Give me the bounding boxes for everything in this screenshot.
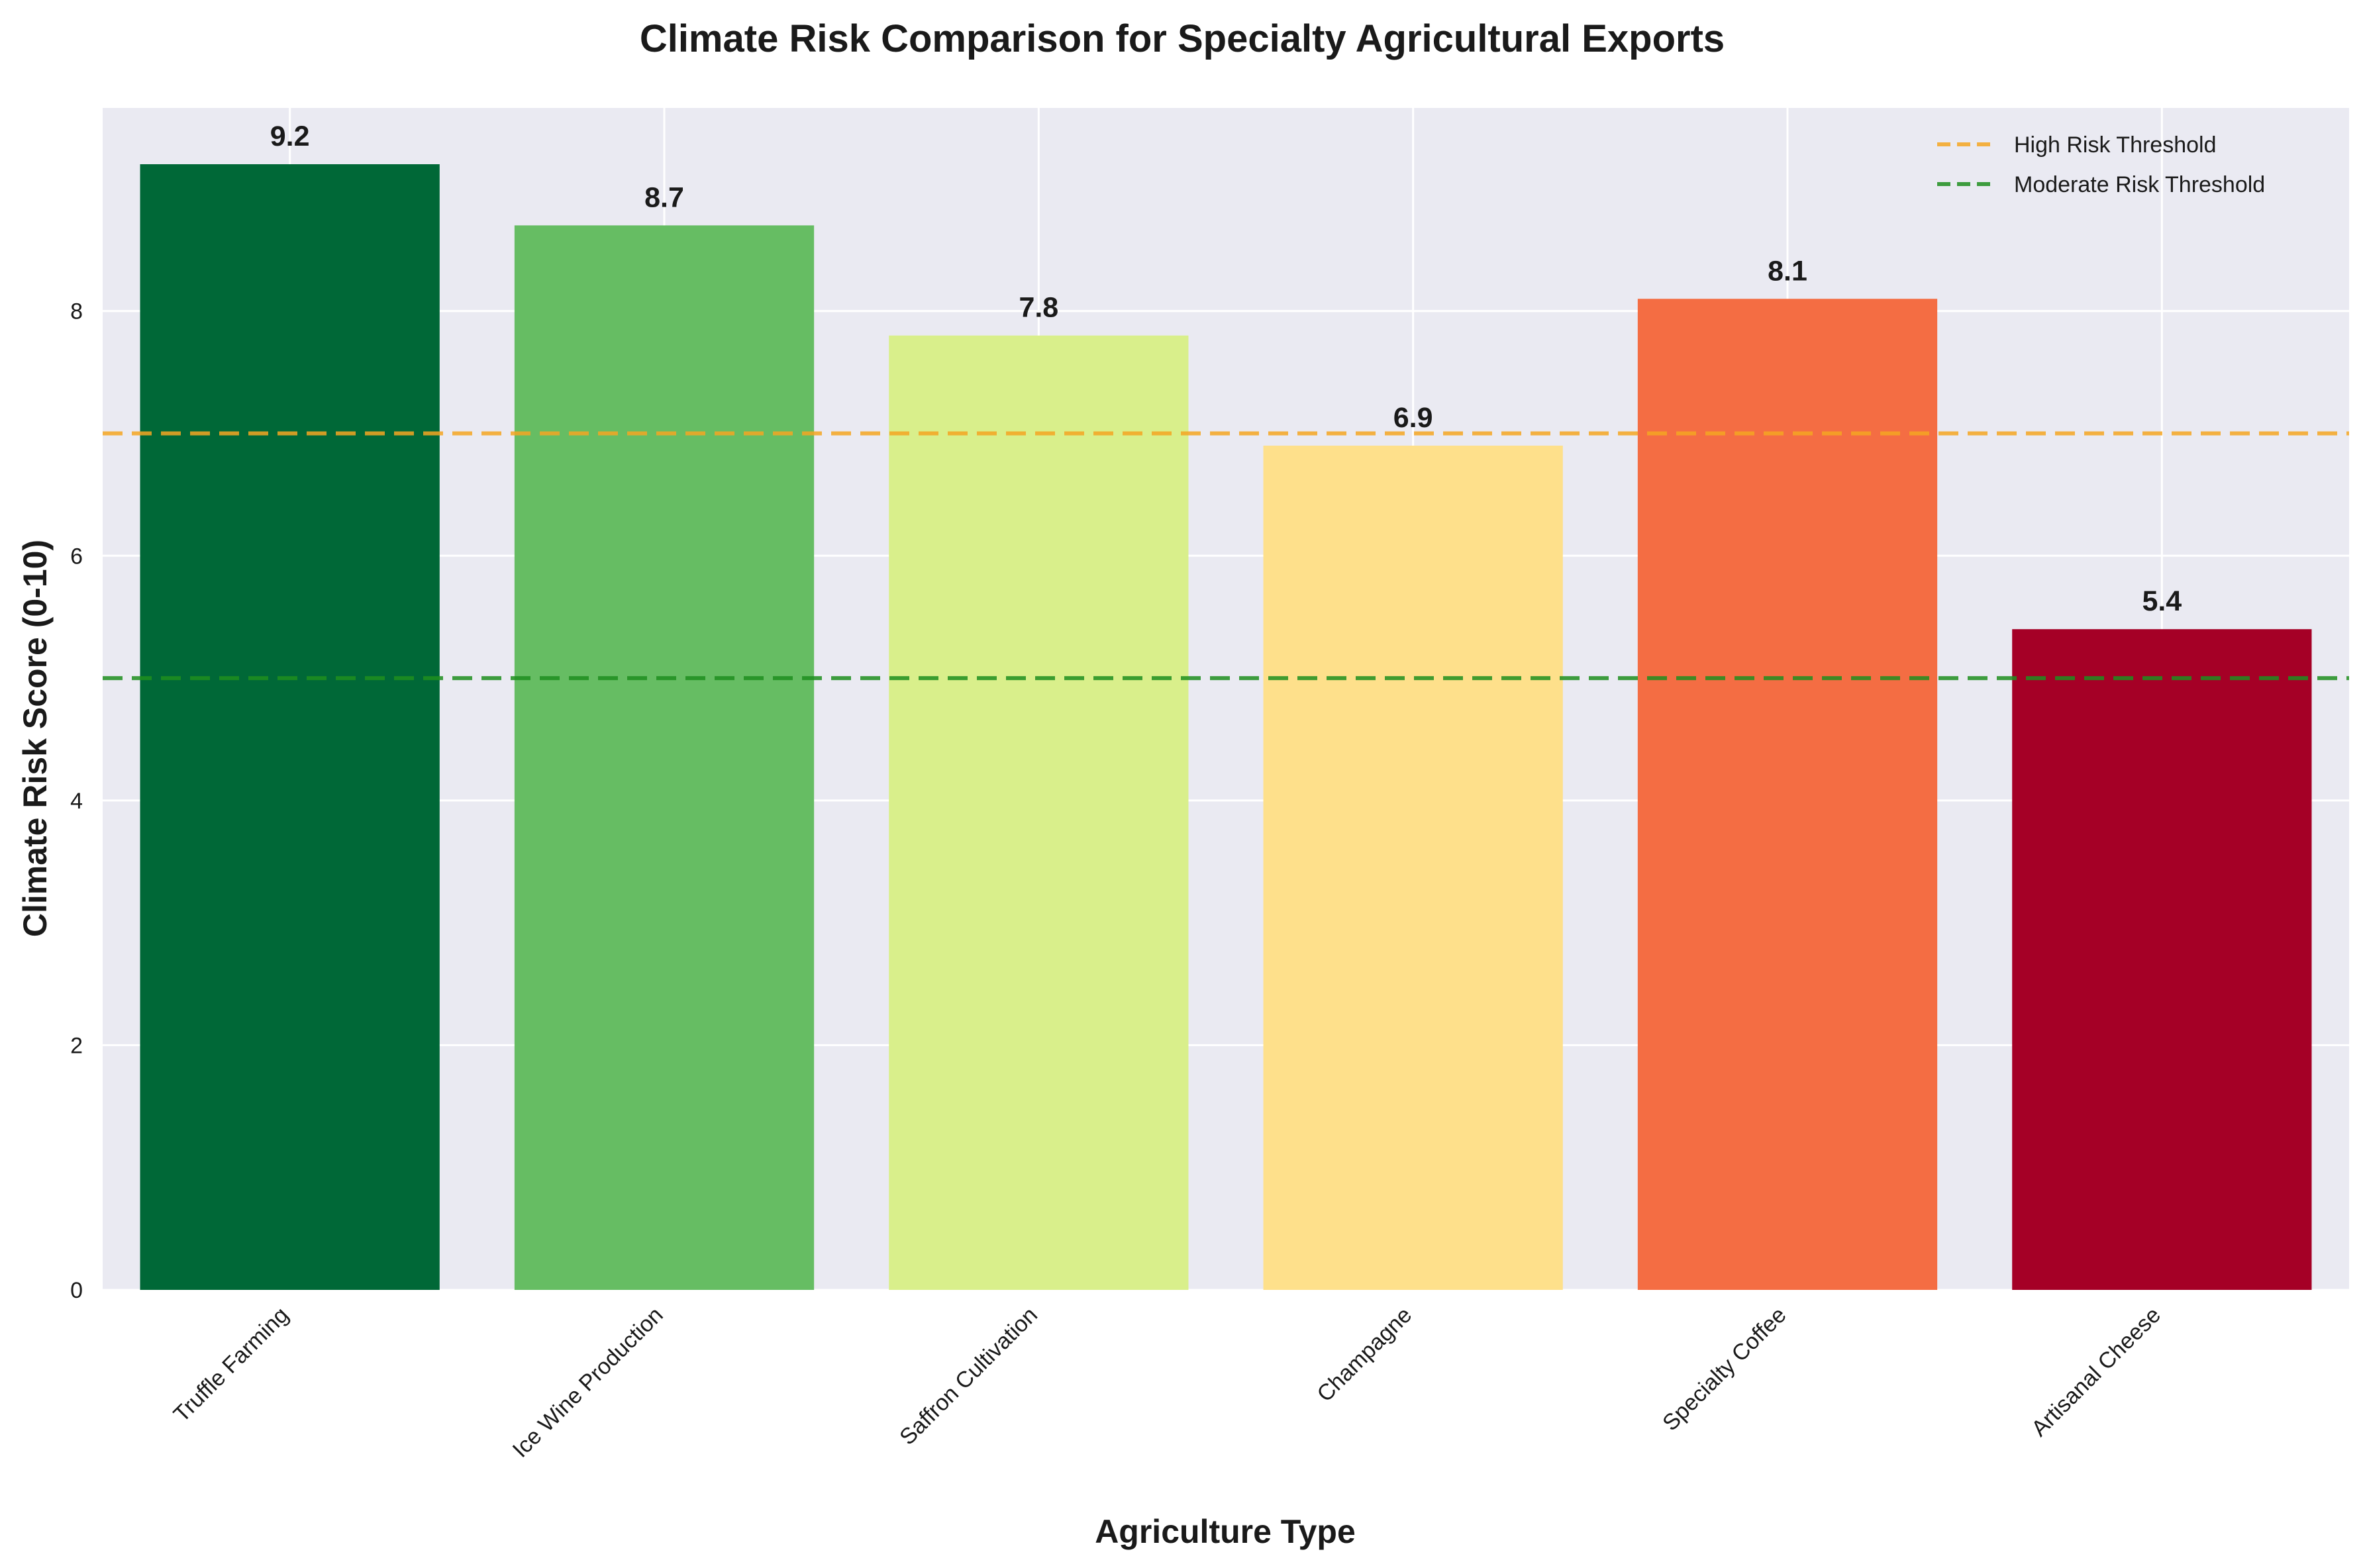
x-tick-label: Artisanal Cheese <box>2027 1302 2166 1442</box>
y-tick-label: 2 <box>70 1033 83 1058</box>
bars <box>140 164 2312 1290</box>
bar-value-label: 6.9 <box>1393 402 1433 434</box>
bar <box>140 164 440 1290</box>
x-axis-label: Agriculture Type <box>1095 1513 1356 1550</box>
value-labels: 9.2 8.7 7.8 6.9 8.1 5.4 <box>270 121 2182 617</box>
y-tick-label: 6 <box>70 544 83 569</box>
bar <box>514 225 815 1290</box>
bar-value-label: 8.7 <box>644 181 684 213</box>
y-axis-label: Climate Risk Score (0-10) <box>17 540 54 937</box>
x-tick-label: Saffron Cultivation <box>895 1302 1042 1450</box>
bar-value-label: 9.2 <box>270 121 310 152</box>
legend-entry: High Risk Threshold <box>2014 132 2217 158</box>
x-tick-label: Specialty Coffee <box>1658 1302 1791 1436</box>
bar-value-label: 8.1 <box>1768 255 1807 287</box>
x-tick-label: Truffle Farming <box>169 1302 294 1428</box>
y-tick-label: 8 <box>70 299 83 324</box>
legend-entry: Moderate Risk Threshold <box>2014 172 2265 197</box>
bar-value-label: 7.8 <box>1019 292 1058 324</box>
plot-background <box>103 108 2349 1290</box>
x-tick-label: Champagne <box>1312 1302 1417 1407</box>
bar <box>2012 629 2312 1290</box>
x-tick-label: Ice Wine Production <box>508 1302 668 1463</box>
bar-value-label: 5.4 <box>2142 585 2182 617</box>
y-tick-label: 4 <box>70 789 83 814</box>
bar <box>1637 299 1938 1290</box>
x-axis-ticks: Truffle Farming Ice Wine Production Saffro… <box>169 1302 2166 1463</box>
y-axis-ticks: 0 2 4 6 8 <box>70 299 83 1303</box>
bar <box>1263 446 1563 1290</box>
bar <box>889 335 1189 1290</box>
y-tick-label: 0 <box>70 1278 83 1303</box>
legend: High Risk Threshold Moderate Risk Thresho… <box>1937 132 2265 197</box>
chart-title: Climate Risk Comparison for Specialty Ag… <box>640 17 1725 60</box>
threshold-lines <box>103 431 2349 681</box>
